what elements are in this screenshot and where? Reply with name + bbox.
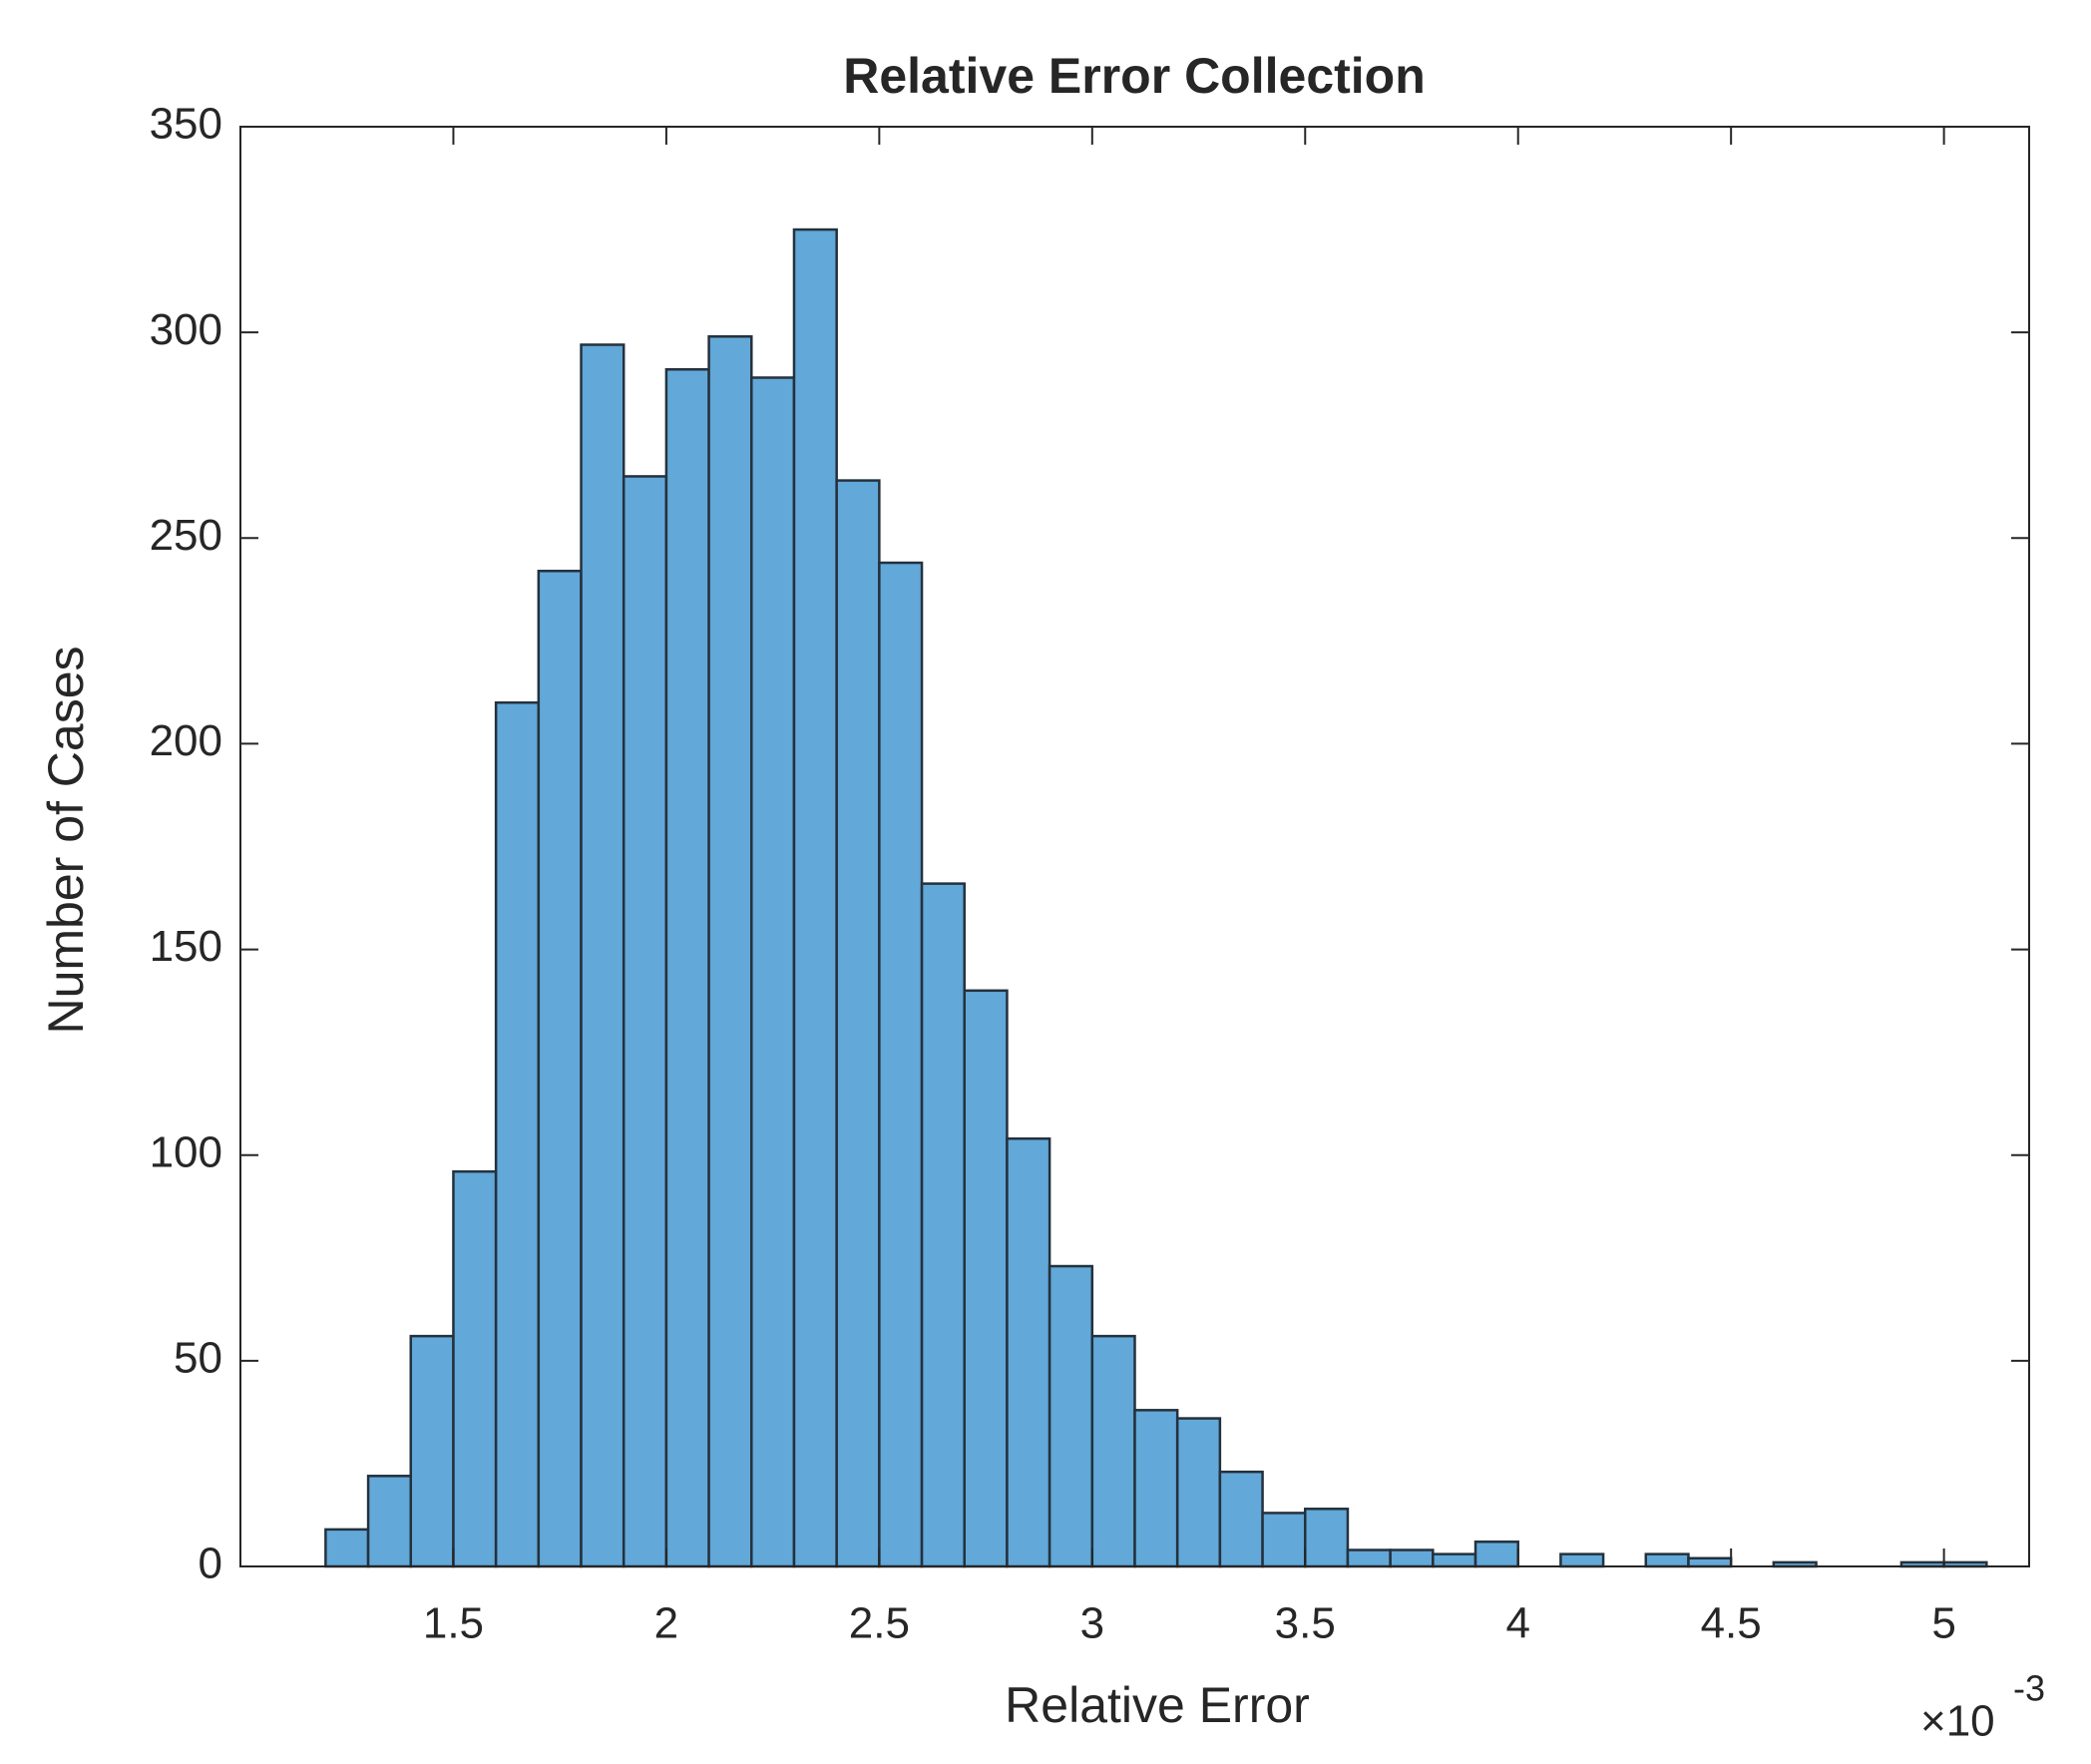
histogram-bar <box>792 227 838 1568</box>
histogram-bar <box>452 1169 498 1568</box>
y-tick-label: 200 <box>150 716 222 765</box>
histogram-bar <box>835 479 881 1568</box>
x-tick-label: 4 <box>1505 1599 1529 1648</box>
x-tick-label: 4.5 <box>1701 1599 1762 1648</box>
histogram-bar <box>1047 1264 1094 1568</box>
histogram-bar <box>1559 1552 1605 1568</box>
histogram-bar <box>1175 1417 1222 1568</box>
histogram-bar <box>1432 1552 1477 1568</box>
histogram-bar <box>1389 1548 1435 1568</box>
histogram-bar <box>1006 1136 1051 1568</box>
histogram-bar <box>494 700 541 1568</box>
x-axis-label: Relative Error <box>1005 1677 1310 1733</box>
y-tick-label: 50 <box>174 1333 222 1382</box>
histogram-bar <box>664 367 710 1568</box>
y-tick-label: 250 <box>150 511 222 560</box>
y-tick-label: 300 <box>150 305 222 354</box>
x-scale-base: ×10 <box>1920 1697 1995 1746</box>
histogram-bar <box>1644 1552 1690 1568</box>
x-tick-label: 5 <box>1931 1599 1955 1648</box>
histogram-bar <box>537 570 583 1568</box>
histogram-bar <box>750 376 796 1568</box>
y-tick-label: 0 <box>199 1540 222 1588</box>
histogram-bar <box>409 1334 455 1568</box>
histogram-bar <box>878 561 924 1568</box>
y-axis-label: Number of Cases <box>38 646 94 1034</box>
histogram-bar <box>1133 1409 1179 1568</box>
y-tick-label: 150 <box>150 922 222 971</box>
histogram-bar <box>1218 1470 1264 1568</box>
axes-box <box>239 126 2030 1567</box>
y-tick-label: 350 <box>150 100 222 149</box>
x-tick-label: 2.5 <box>849 1599 910 1648</box>
histogram-bar <box>1090 1334 1136 1568</box>
histogram-bar <box>366 1475 413 1568</box>
histogram-bar <box>622 475 668 1568</box>
x-tick-label: 2 <box>654 1599 678 1648</box>
x-tick-label: 3.5 <box>1275 1599 1336 1648</box>
x-tick-label: 3 <box>1080 1599 1104 1648</box>
histogram-bar <box>1473 1541 1519 1568</box>
y-tick-label: 100 <box>150 1127 222 1176</box>
histogram-bar <box>324 1528 370 1568</box>
histogram-bar <box>1261 1512 1307 1568</box>
histogram-bar <box>707 335 753 1568</box>
chart-title: Relative Error Collection <box>843 48 1426 104</box>
histogram-bar <box>1346 1548 1392 1568</box>
histogram-bar <box>580 343 626 1568</box>
histogram-bar <box>1687 1556 1733 1568</box>
histogram-bar <box>1304 1508 1350 1568</box>
histogram-bar <box>920 882 966 1568</box>
x-scale-exponent: -3 <box>2013 1668 2045 1709</box>
x-tick-label: 1.5 <box>423 1599 484 1648</box>
histogram-bar <box>963 989 1009 1568</box>
